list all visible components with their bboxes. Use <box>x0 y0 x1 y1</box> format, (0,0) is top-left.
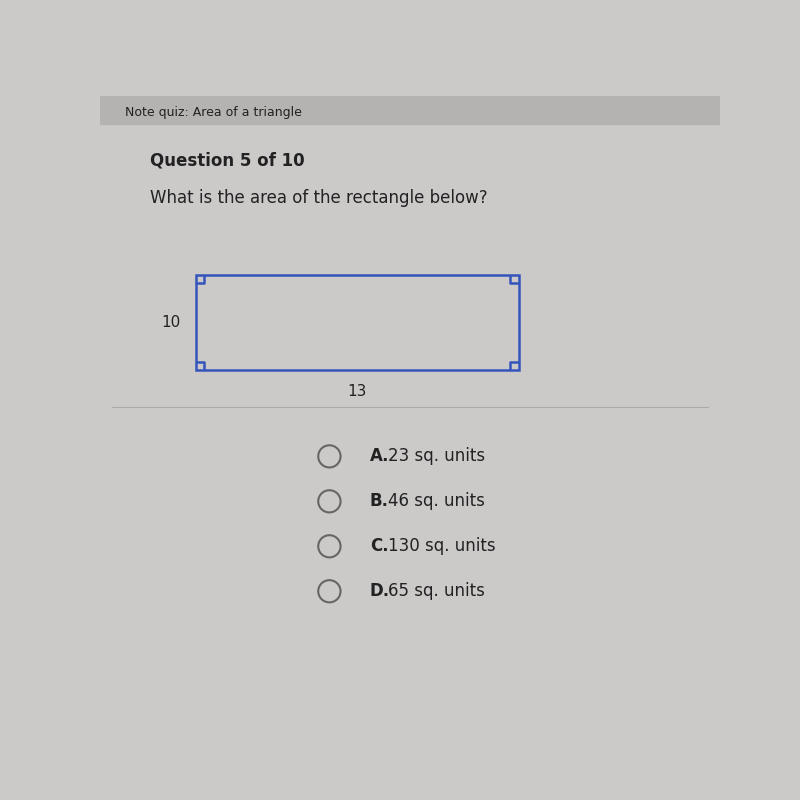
Text: 10: 10 <box>162 315 181 330</box>
Text: 130 sq. units: 130 sq. units <box>388 538 496 555</box>
Text: 46 sq. units: 46 sq. units <box>388 492 485 510</box>
Text: A.: A. <box>370 447 389 466</box>
Text: 65 sq. units: 65 sq. units <box>388 582 485 600</box>
Text: What is the area of the rectangle below?: What is the area of the rectangle below? <box>150 189 487 206</box>
Text: Question 5 of 10: Question 5 of 10 <box>150 152 304 170</box>
Text: 23 sq. units: 23 sq. units <box>388 447 486 466</box>
Bar <box>196 274 518 370</box>
Text: C.: C. <box>370 538 388 555</box>
Bar <box>100 96 720 124</box>
Text: 13: 13 <box>348 384 367 398</box>
Text: Note quiz: Area of a triangle: Note quiz: Area of a triangle <box>125 106 302 119</box>
Text: B.: B. <box>370 492 389 510</box>
Text: D.: D. <box>370 582 390 600</box>
